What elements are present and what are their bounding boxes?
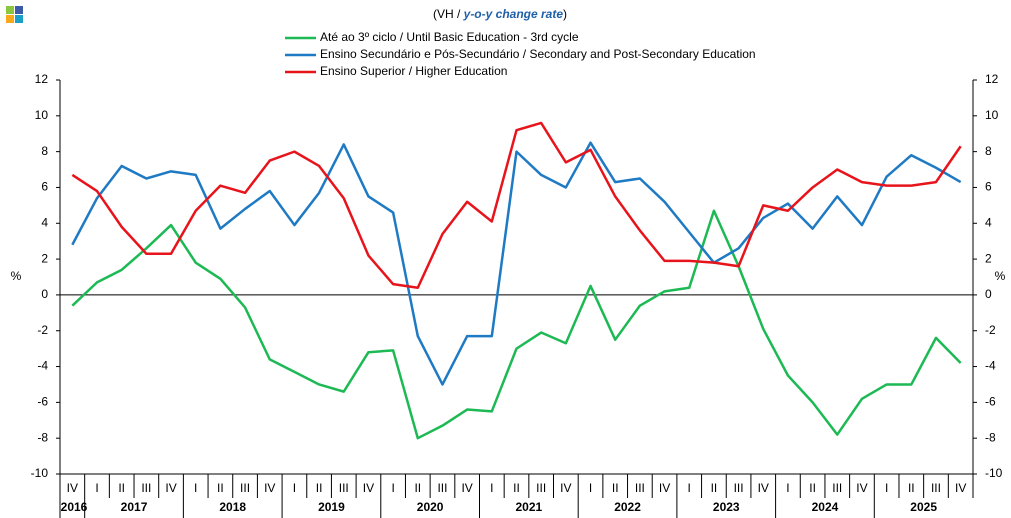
x-tick-label: IV xyxy=(67,481,78,495)
year-label: 2022 xyxy=(614,500,641,514)
y2-tick-label: 12 xyxy=(985,72,999,86)
y-axis-label: % xyxy=(11,269,22,283)
x-tick-label: I xyxy=(688,481,691,495)
x-tick-label: III xyxy=(832,481,842,495)
y-tick-label: -8 xyxy=(37,430,48,444)
x-tick-label: II xyxy=(612,481,619,495)
legend-label: Ensino Secundário e Pós-Secundário / Sec… xyxy=(320,47,756,61)
x-tick-label: I xyxy=(490,481,493,495)
x-tick-label: III xyxy=(240,481,250,495)
x-tick-label: IV xyxy=(758,481,769,495)
y-tick-label: -4 xyxy=(37,359,48,373)
legend-label: Ensino Superior / Higher Education xyxy=(320,64,507,78)
y2-tick-label: -2 xyxy=(985,323,996,337)
x-tick-label: I xyxy=(95,481,98,495)
y-tick-label: -10 xyxy=(31,466,49,480)
y2-tick-label: -6 xyxy=(985,395,996,409)
y2-tick-label: -4 xyxy=(985,359,996,373)
y-tick-label: -2 xyxy=(37,323,48,337)
y2-axis-label: % xyxy=(995,269,1006,283)
x-tick-label: III xyxy=(635,481,645,495)
y2-tick-label: -8 xyxy=(985,430,996,444)
logo xyxy=(6,6,23,23)
x-tick-label: IV xyxy=(264,481,275,495)
x-tick-label: I xyxy=(391,481,394,495)
year-label: 2024 xyxy=(812,500,839,514)
x-tick-label: I xyxy=(293,481,296,495)
x-tick-label: IV xyxy=(659,481,670,495)
x-tick-label: III xyxy=(734,481,744,495)
x-tick-label: I xyxy=(885,481,888,495)
series-line xyxy=(71,141,962,386)
y-tick-label: 4 xyxy=(41,215,48,229)
x-tick-label: III xyxy=(339,481,349,495)
y2-tick-label: 4 xyxy=(985,215,992,229)
x-tick-label: IV xyxy=(363,481,374,495)
series-line xyxy=(71,121,962,289)
x-tick-label: III xyxy=(437,481,447,495)
legend-label: Até ao 3º ciclo / Until Basic Education … xyxy=(320,30,579,44)
x-tick-label: II xyxy=(316,481,323,495)
y2-tick-label: 2 xyxy=(985,251,992,265)
y2-tick-label: 8 xyxy=(985,144,992,158)
x-tick-label: II xyxy=(513,481,520,495)
year-label: 2021 xyxy=(515,500,542,514)
x-tick-label: III xyxy=(536,481,546,495)
y2-tick-label: -10 xyxy=(985,466,1003,480)
series-line xyxy=(71,209,962,440)
year-label: 2019 xyxy=(318,500,345,514)
year-label: 2018 xyxy=(219,500,246,514)
x-tick-label: II xyxy=(118,481,125,495)
year-label: 2016 xyxy=(61,500,88,514)
x-tick-label: II xyxy=(414,481,421,495)
x-tick-label: II xyxy=(809,481,816,495)
year-label: 2020 xyxy=(417,500,444,514)
x-tick-label: I xyxy=(589,481,592,495)
x-tick-label: I xyxy=(786,481,789,495)
x-tick-label: II xyxy=(908,481,915,495)
x-tick-label: III xyxy=(141,481,151,495)
x-tick-label: II xyxy=(217,481,224,495)
x-tick-label: IV xyxy=(955,481,966,495)
year-label: 2023 xyxy=(713,500,740,514)
y2-tick-label: 10 xyxy=(985,108,999,122)
y2-tick-label: 6 xyxy=(985,180,992,194)
y-tick-label: 8 xyxy=(41,144,48,158)
x-tick-label: I xyxy=(194,481,197,495)
x-tick-label: II xyxy=(711,481,718,495)
y-tick-label: -6 xyxy=(37,395,48,409)
x-tick-label: III xyxy=(931,481,941,495)
year-label: 2025 xyxy=(910,500,937,514)
y2-tick-label: 0 xyxy=(985,287,992,301)
y-tick-label: 0 xyxy=(41,287,48,301)
x-tick-label: IV xyxy=(856,481,867,495)
y-tick-label: 2 xyxy=(41,251,48,265)
x-tick-label: IV xyxy=(165,481,176,495)
year-label: 2017 xyxy=(121,500,148,514)
x-tick-label: IV xyxy=(461,481,472,495)
x-tick-label: IV xyxy=(560,481,571,495)
y-tick-label: 12 xyxy=(35,72,49,86)
y-tick-label: 10 xyxy=(35,108,49,122)
y-tick-label: 6 xyxy=(41,180,48,194)
subtitle: (VH / y-o-y change rate) xyxy=(433,7,567,21)
